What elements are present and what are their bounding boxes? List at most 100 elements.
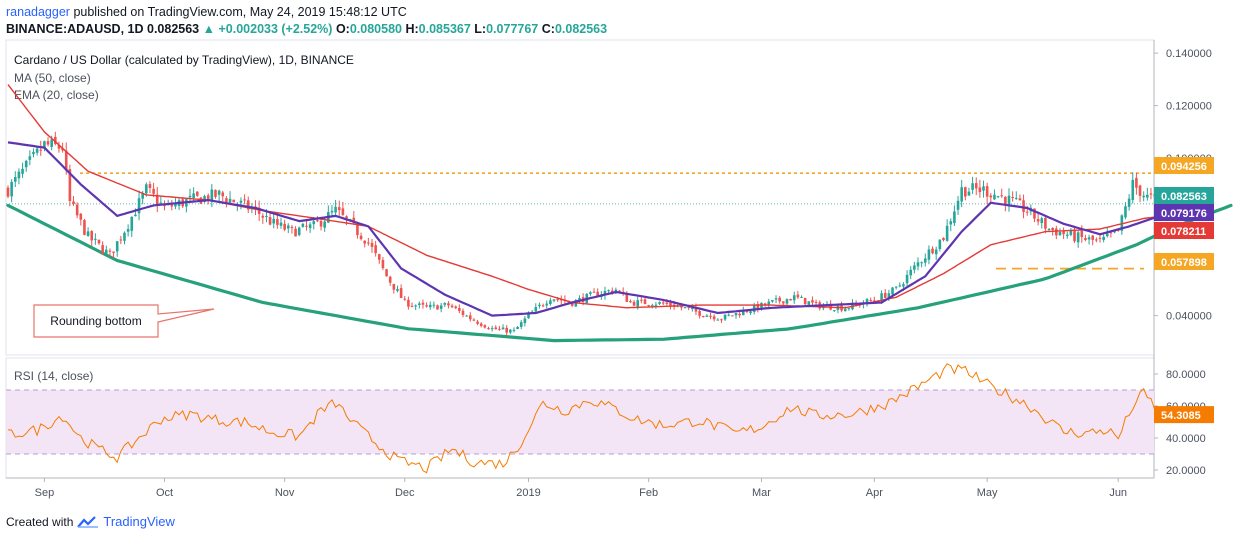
candle-body xyxy=(698,311,701,316)
candle-body xyxy=(807,301,811,305)
candle-body xyxy=(101,245,104,254)
candle xyxy=(13,171,17,188)
candle-body xyxy=(436,305,439,310)
candle xyxy=(971,176,974,194)
candle xyxy=(996,195,1000,198)
candle-body xyxy=(428,304,432,308)
candle xyxy=(1087,234,1091,245)
candle-body xyxy=(669,302,672,306)
candle xyxy=(964,186,967,201)
candle xyxy=(658,301,661,306)
price-badge: 0.057898 xyxy=(1154,253,1214,270)
candle-body xyxy=(104,249,108,254)
candle-body xyxy=(538,304,541,307)
candle xyxy=(734,312,738,319)
candle-body xyxy=(399,288,403,298)
candle-body xyxy=(556,299,559,301)
tradingview-brand[interactable]: TradingView xyxy=(103,514,175,529)
rounding-bottom-callout[interactable]: Rounding bottom xyxy=(33,304,215,338)
candle xyxy=(738,311,741,318)
candle-body xyxy=(1098,237,1102,239)
candle xyxy=(447,301,450,309)
created-with-label: Created with xyxy=(6,514,74,529)
candle xyxy=(956,195,960,215)
candle-body xyxy=(24,160,28,168)
candle xyxy=(301,222,305,228)
candle-body xyxy=(847,308,851,310)
candle xyxy=(137,190,141,221)
candle-body xyxy=(57,145,61,149)
last-price: 0.082563 xyxy=(147,22,200,36)
candle xyxy=(458,304,461,314)
candle-body xyxy=(312,221,316,225)
candle-body xyxy=(54,136,57,144)
price-badge: 0.078211 xyxy=(1154,222,1214,239)
ma-legend: MA (50, close) xyxy=(14,71,91,85)
candle-body xyxy=(516,326,519,330)
candle xyxy=(283,219,286,232)
candle xyxy=(72,196,75,206)
candle-body xyxy=(1014,197,1018,199)
author-link[interactable]: ranadagger xyxy=(6,5,70,19)
candle xyxy=(931,246,934,255)
candle-body xyxy=(217,190,221,195)
time-tick-label: Sep xyxy=(35,487,55,499)
candle xyxy=(432,301,436,309)
candle xyxy=(960,179,963,208)
candle xyxy=(79,212,83,226)
candle-body xyxy=(512,329,516,331)
candle xyxy=(126,224,130,237)
candle-body xyxy=(618,290,621,292)
candle-body xyxy=(10,181,13,197)
callout-label: Rounding bottom xyxy=(50,314,141,328)
candle-body xyxy=(418,303,421,305)
ma-line xyxy=(7,84,1170,309)
time-tick-label: Mar xyxy=(752,487,771,499)
candle-body xyxy=(352,217,356,224)
candle-body xyxy=(1047,228,1051,230)
candle xyxy=(6,185,10,199)
candle-body xyxy=(83,220,86,235)
candle-body xyxy=(552,299,556,301)
candle xyxy=(115,241,119,257)
candle-body xyxy=(701,316,705,318)
candle-body xyxy=(225,198,228,203)
candle-body xyxy=(145,184,148,194)
candle-body xyxy=(465,315,468,317)
candle-body xyxy=(1051,227,1054,231)
candle-body xyxy=(661,302,665,304)
candle xyxy=(589,291,592,297)
candle xyxy=(913,261,916,274)
candle xyxy=(538,302,541,309)
candle-body xyxy=(243,199,246,201)
candle xyxy=(1135,172,1138,195)
candle-body xyxy=(396,289,399,291)
candle xyxy=(10,179,13,203)
candle xyxy=(130,216,134,237)
candle-body xyxy=(1062,230,1065,235)
candle-body xyxy=(170,204,174,207)
candle xyxy=(1102,233,1105,243)
candle-body xyxy=(578,297,581,301)
candle-body xyxy=(439,305,443,309)
candle xyxy=(1084,234,1087,242)
indicator-lines xyxy=(7,84,1170,317)
candle xyxy=(720,318,723,324)
candle xyxy=(297,226,301,237)
candle-body xyxy=(902,284,905,287)
candle xyxy=(701,315,705,318)
candle-body xyxy=(377,254,381,260)
candle-body xyxy=(843,308,847,312)
candle-body xyxy=(956,200,960,210)
candle-body xyxy=(891,287,894,295)
rsi-tick-label: 40.0000 xyxy=(1166,433,1206,445)
candle xyxy=(1011,191,1014,202)
candle-body xyxy=(694,307,698,312)
candle-body xyxy=(960,187,963,202)
candle-body xyxy=(483,325,487,328)
price-badge-label: 0.078211 xyxy=(1161,226,1206,238)
candle xyxy=(927,245,931,265)
candle xyxy=(1076,230,1080,248)
candle-body xyxy=(319,220,323,227)
